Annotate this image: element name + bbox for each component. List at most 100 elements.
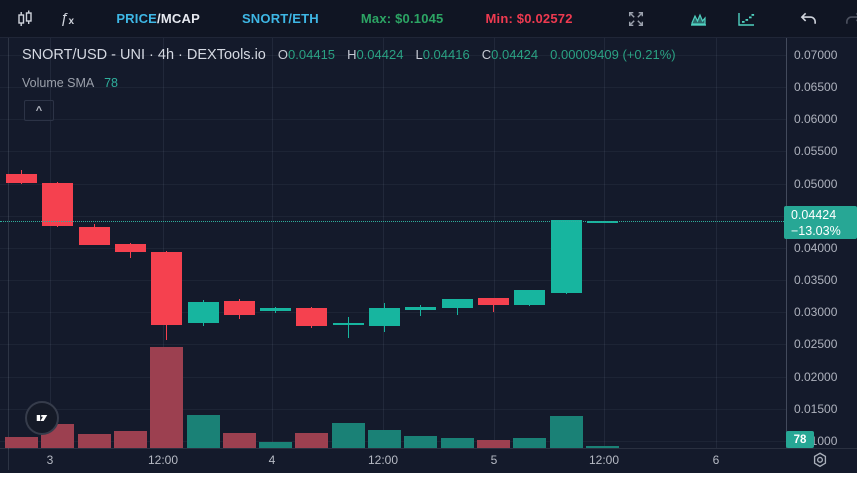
- price-axis-label: 0.05000: [794, 176, 838, 191]
- symbol-legend[interactable]: SNORT/USD - UNI · 4h · DEXTools.io O0.04…: [22, 47, 676, 63]
- price-gridline: [0, 280, 786, 282]
- candle-body[interactable]: [296, 308, 328, 327]
- candle-body[interactable]: [223, 300, 255, 315]
- ohlc-close-key: C: [481, 47, 492, 62]
- volume-bar: [5, 437, 38, 448]
- price-gridline: [0, 408, 786, 410]
- candle-body[interactable]: [514, 290, 546, 305]
- price-axis-label: 0.04000: [794, 240, 838, 255]
- current-volume-badge: 78: [786, 431, 814, 448]
- volume-bar: [476, 440, 510, 448]
- price-axis-label: 0.05500: [794, 144, 838, 159]
- candle-body[interactable]: [332, 322, 364, 326]
- volume-bar: [295, 433, 329, 448]
- candles-icon[interactable]: [16, 9, 34, 29]
- time-axis-label: 6: [712, 453, 720, 467]
- ohlc-open-value: 0.04415: [288, 47, 336, 62]
- redo-icon[interactable]: [844, 11, 857, 27]
- fullscreen-icon[interactable]: [627, 10, 645, 28]
- current-price-line: [0, 221, 786, 222]
- candle-wick: [492, 297, 494, 313]
- candle-body[interactable]: [405, 307, 437, 310]
- timezone-settings-icon[interactable]: [809, 450, 831, 470]
- price-mcap-toggle[interactable]: PRICE/MCAP: [116, 11, 200, 26]
- price-axis-label: 0.02500: [794, 337, 838, 352]
- candle-wick: [347, 316, 349, 339]
- ohlc-open-key: O: [277, 47, 289, 62]
- price-gridline: [0, 215, 786, 217]
- current-price-value: 0.04424: [791, 208, 837, 222]
- ohlc-low-value: 0.04416: [422, 47, 470, 62]
- volume-bar: [186, 415, 220, 448]
- change-value: 0.00009409 (+0.21%): [550, 47, 676, 62]
- price-gridline: [0, 55, 786, 56]
- candle-body[interactable]: [477, 298, 509, 305]
- time-axis[interactable]: [0, 448, 857, 473]
- time-axis-label: 12:00: [588, 453, 620, 467]
- time-axis-label: 12:00: [367, 453, 399, 467]
- candle-body[interactable]: [187, 302, 219, 323]
- time-axis-label: 5: [490, 453, 498, 467]
- time-gridline: [50, 38, 51, 448]
- time-gridline: [163, 38, 164, 448]
- price-gridline: [0, 344, 786, 346]
- price-gridline: [0, 119, 786, 121]
- candle-body[interactable]: [151, 251, 183, 326]
- candle-body[interactable]: [550, 219, 582, 293]
- price-axis-label: 0.01500: [794, 401, 838, 416]
- candle-body[interactable]: [441, 298, 473, 308]
- chart-style-area-icon[interactable]: [687, 10, 709, 28]
- price-toggle-label: PRICE: [116, 11, 158, 26]
- time-gridline: [272, 38, 273, 448]
- mcap-toggle-label: /MCAP: [157, 11, 200, 26]
- chart-left-edge: [8, 38, 9, 470]
- ohlc-close-value: 0.04424: [491, 47, 539, 62]
- candle-body[interactable]: [78, 226, 110, 245]
- chart-style-bars-icon[interactable]: [735, 10, 757, 28]
- ohlc-high-key: H: [347, 47, 357, 62]
- ohlc-low-key: L: [415, 47, 423, 62]
- time-axis-label: 3: [46, 453, 54, 467]
- time-gridline: [604, 38, 605, 448]
- volume-bar: [440, 438, 474, 448]
- current-price-badge: 0.04424 −13.03%: [784, 206, 857, 239]
- volume-bar: [513, 438, 547, 448]
- symbol-title: SNORT/USD - UNI · 4h · DEXTools.io: [22, 47, 266, 63]
- volume-bar: [585, 446, 619, 448]
- time-gridline: [494, 38, 495, 448]
- collapse-legend-button[interactable]: ^: [24, 100, 54, 121]
- price-axis-label: 0.03500: [794, 273, 838, 288]
- volume-bar: [404, 436, 438, 448]
- candle-body[interactable]: [114, 244, 146, 253]
- time-axis-label: 12:00: [147, 453, 179, 467]
- volume-bar: [549, 416, 583, 448]
- time-gridline: [383, 38, 384, 448]
- time-axis-label: 4: [268, 453, 276, 467]
- time-gridline: [716, 38, 717, 448]
- min-price-label: Min: $0.02572: [485, 11, 573, 26]
- price-axis-label: 0.03000: [794, 305, 838, 320]
- price-gridline: [0, 247, 786, 249]
- pair-toggle-button[interactable]: SNORT/ETH: [241, 11, 319, 26]
- candle-body[interactable]: [369, 307, 400, 327]
- volume-sma-legend[interactable]: Volume SMA 78: [22, 76, 118, 90]
- tradingview-logo-icon[interactable]: [25, 401, 59, 435]
- candle-body[interactable]: [260, 307, 292, 312]
- volume-bar: [368, 430, 401, 448]
- candle-body[interactable]: [42, 183, 74, 227]
- volume-bar: [331, 423, 365, 448]
- price-axis[interactable]: [786, 38, 857, 448]
- volume-bar: [259, 442, 293, 448]
- undo-icon[interactable]: [799, 11, 818, 27]
- volume-bar: [113, 431, 147, 448]
- price-axis-label: 0.06000: [794, 112, 838, 127]
- candle-body[interactable]: [6, 174, 37, 183]
- volume-sma-label: Volume SMA: [22, 76, 94, 90]
- price-gridline: [0, 183, 786, 185]
- price-gridline: [0, 376, 786, 378]
